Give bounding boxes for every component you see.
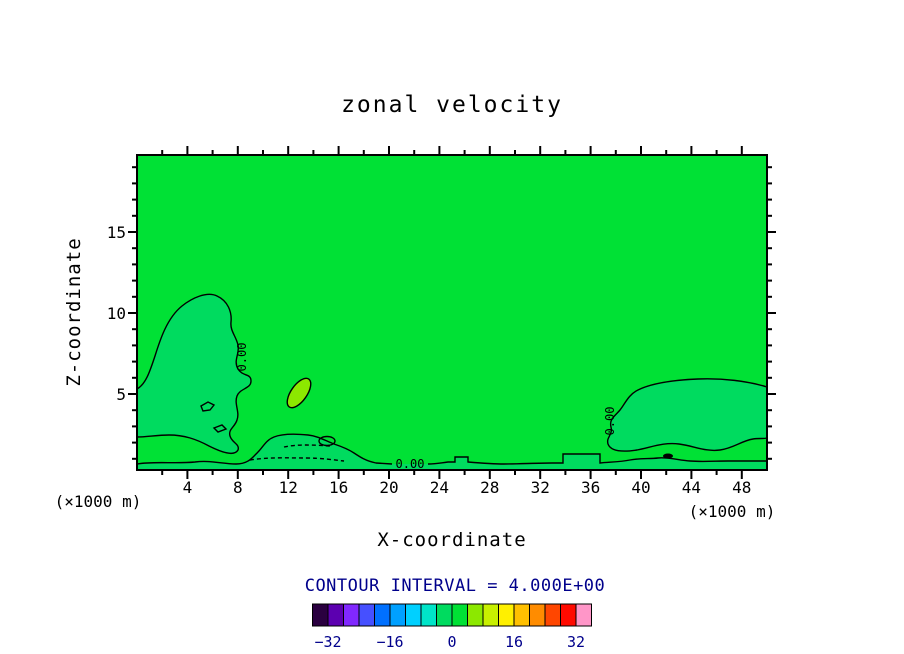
colorbar-label: 16 [505,633,523,651]
x-tick-label: 36 [581,478,600,497]
plot-title: zonal velocity [341,92,563,118]
contour-line-labels: 0.00 0.00 0.00 [235,343,617,471]
colorbar-cell [343,603,360,627]
x-tick-label: 4 [183,478,193,497]
colorbar-cell [405,603,422,627]
positive-cell [286,377,312,409]
colorbar-cell [544,603,561,627]
x-tick-label: 16 [329,478,348,497]
island-b [212,424,228,433]
x-tick-label: 28 [480,478,499,497]
colorbar-label: 0 [447,633,456,651]
dashed-negative-contour-b [283,444,331,448]
colorbar-cell [467,603,484,627]
left-negative-region [136,293,252,455]
x-tick-label: 32 [531,478,550,497]
island-a [200,401,216,412]
x-tick-labels: 4 8 12 16 20 24 28 32 36 40 44 48 [183,478,752,497]
dashed-negative-contour-a [249,457,345,462]
x-tick-label: 44 [682,478,701,497]
colorbar-cell [312,603,329,627]
contour-label: 0.00 [396,457,425,471]
colorbar-cell [327,603,344,627]
colorbar-cell [560,603,577,627]
colorbar [312,603,592,627]
axis-ticks [128,146,776,479]
colorbar-cell [374,603,391,627]
colorbar-cell [498,603,515,627]
y-tick-label: 10 [107,304,126,323]
x-tick-label: 12 [279,478,298,497]
colorbar-cell [513,603,530,627]
colorbar-cell [451,603,468,627]
contour-label: 0.00 [603,407,617,436]
y-tick-label: 5 [116,385,126,404]
y-tick-labels: 5 10 15 [107,223,126,404]
colorbar-cell [575,603,592,627]
colorbar-cell [529,603,546,627]
x-axis-label: X-coordinate [377,529,526,551]
x-axis-units: (×1000 m) [689,502,776,521]
colorbar-cell [358,603,375,627]
colorbar-label: 32 [567,633,585,651]
right-negative-region [606,378,768,452]
y-tick-label: 15 [107,223,126,242]
bump-inner-loop [318,435,336,447]
z-axis-units: (×1000 m) [55,492,142,511]
colorbar-label: −16 [376,633,403,651]
colorbar-cell [482,603,499,627]
bottom-strip-contour [136,433,767,465]
colorbar-cell [436,603,453,627]
contour-interval-label: CONTOUR INTERVAL = 4.000E+00 [305,576,606,596]
colorbar-cell [420,603,437,627]
negative-speck [663,453,673,459]
x-tick-label: 48 [732,478,751,497]
colorbar-labels: −32 −16 0 16 32 [314,633,585,651]
x-tick-label: 24 [430,478,449,497]
x-tick-label: 40 [631,478,650,497]
z-axis-label: Z-coordinate [63,237,85,386]
bottom-strip-fill [137,434,767,470]
x-tick-label: 8 [233,478,243,497]
colorbar-label: −32 [314,633,341,651]
contour-regions [136,293,768,470]
colorbar-cell [389,603,406,627]
contour-label: 0.00 [235,343,249,372]
x-tick-label: 20 [379,478,398,497]
